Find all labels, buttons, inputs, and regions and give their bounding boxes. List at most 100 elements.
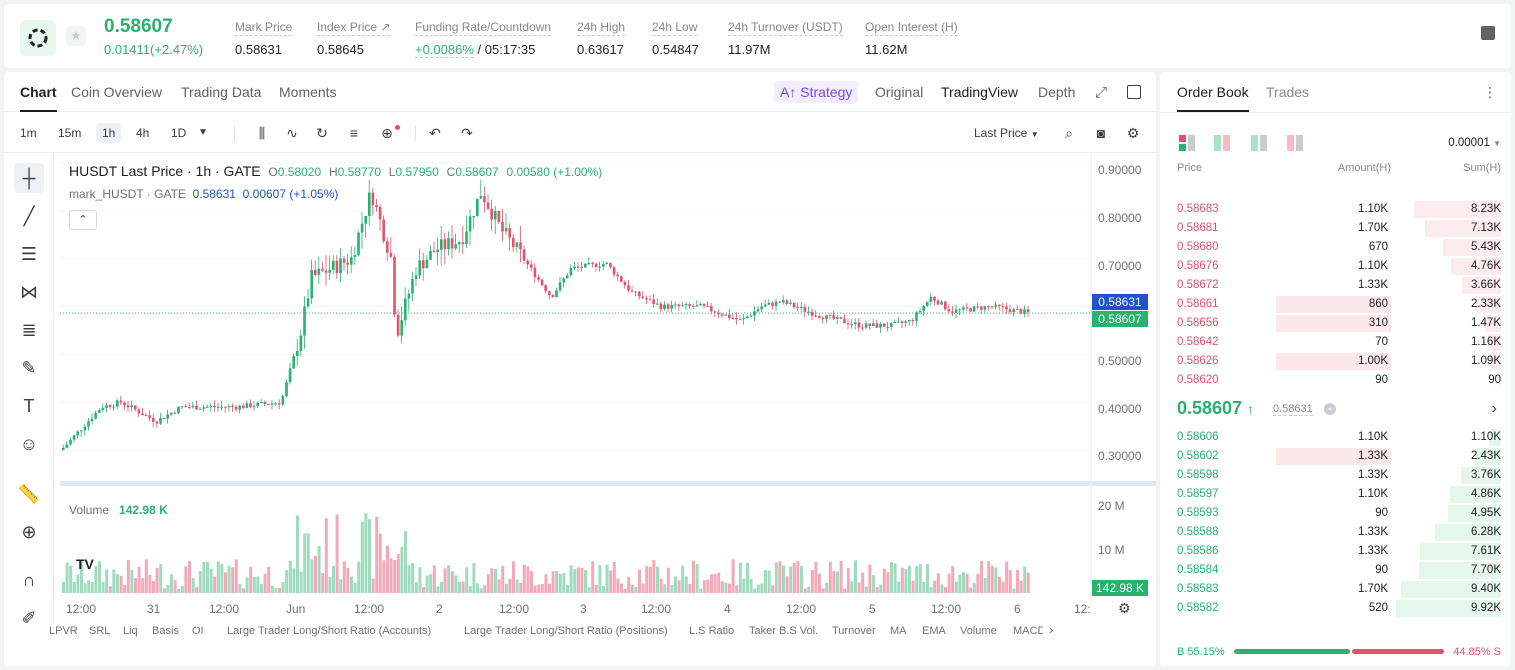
favorite-star-icon[interactable]: ★	[66, 26, 86, 46]
more-menu-icon[interactable]: ⋮	[1483, 84, 1497, 100]
strategy-button[interactable]: A↑ Strategy	[774, 81, 859, 103]
view-bids-icon[interactable]	[1251, 135, 1267, 151]
indicator-volume[interactable]: Volume	[960, 625, 997, 637]
indicator-lt-positions[interactable]: Large Trader Long/Short Ratio (Positions…	[464, 625, 668, 637]
candle-type-icon[interactable]: ⫼	[258, 125, 266, 141]
indicator-liq[interactable]: Liq	[123, 625, 138, 637]
fib-icon[interactable]: ≣	[21, 319, 37, 340]
bid-row[interactable]: 0.58593 90 4.95K	[1160, 504, 1511, 523]
volume-bar	[184, 566, 188, 593]
tab-trades[interactable]: Trades	[1266, 84, 1310, 100]
ruler-icon[interactable]: 📏	[17, 483, 41, 504]
volume-bar	[656, 566, 659, 593]
settings-gear-icon[interactable]: ⚙	[1126, 125, 1140, 141]
ask-row[interactable]: 0.58626 1.00K 1.09K	[1160, 352, 1511, 371]
add-alert-icon[interactable]: ⊕	[381, 125, 393, 141]
scroll-right-icon[interactable]: ›	[1049, 622, 1054, 637]
candlestick-chart[interactable]	[60, 153, 1156, 623]
magnet-icon[interactable]: ∩	[22, 569, 36, 590]
chevron-right-icon[interactable]: ›	[1491, 400, 1497, 417]
indicator-ls-ratio[interactable]: L.S Ratio	[689, 625, 735, 637]
ask-row[interactable]: 0.58672 1.33K 3.66K	[1160, 276, 1511, 295]
ask-row[interactable]: 0.58683 1.10K 8.23K	[1160, 200, 1511, 219]
tab-original[interactable]: Original	[875, 84, 924, 100]
view-layout-2-icon[interactable]	[1214, 135, 1230, 151]
expand-icon[interactable]: ⤢	[1095, 84, 1108, 101]
axis-settings-icon[interactable]: ⚙	[1118, 600, 1131, 616]
tab-order-book[interactable]: Order Book	[1177, 84, 1249, 112]
bid-row[interactable]: 0.58602 1.33K 2.43K	[1160, 447, 1511, 466]
crosshair-icon[interactable]: ┼	[14, 163, 44, 193]
view-asks-icon[interactable]	[1287, 135, 1303, 151]
ask-row[interactable]: 0.58642 70 1.16K	[1160, 333, 1511, 352]
templates-icon[interactable]: ≡	[349, 125, 359, 141]
candle	[101, 408, 105, 410]
timeframe-1h[interactable]: 1h	[96, 123, 122, 143]
bid-row[interactable]: 0.58582 520 9.92K	[1160, 599, 1511, 618]
indicator-oi[interactable]: OI	[192, 625, 204, 637]
replay-icon[interactable]: ↻	[316, 125, 328, 141]
trendline-icon[interactable]: ╱	[23, 205, 35, 226]
horizontal-lines-icon[interactable]: ☰	[20, 243, 38, 264]
bid-row[interactable]: 0.58588 1.33K 6.28K	[1160, 523, 1511, 542]
bid-row[interactable]: 0.58583 1.70K 9.40K	[1160, 580, 1511, 599]
tab-coin-overview[interactable]: Coin Overview	[71, 84, 163, 100]
tab-moments[interactable]: Moments	[279, 84, 337, 100]
tab-tradingview[interactable]: TradingView	[941, 84, 1019, 100]
tab-chart[interactable]: Chart	[20, 84, 57, 112]
guide-book-icon[interactable]	[1481, 26, 1495, 40]
bid-row[interactable]: 0.58598 1.33K 3.76K	[1160, 466, 1511, 485]
candle	[436, 249, 439, 253]
camera-icon[interactable]: ◙	[1096, 125, 1106, 141]
ask-row[interactable]: 0.58680 670 5.43K	[1160, 238, 1511, 257]
text-tool-icon[interactable]: T	[23, 395, 35, 416]
indicator-lpvr[interactable]: LPVR	[49, 625, 78, 637]
candle	[890, 322, 893, 327]
indicator-lt-accounts[interactable]: Large Trader Long/Short Ratio (Accounts)	[227, 625, 432, 637]
ask-row[interactable]: 0.58661 860 2.33K	[1160, 295, 1511, 314]
pane-separator[interactable]	[60, 481, 1156, 486]
price-source-select[interactable]: Last Price ▼	[974, 126, 1039, 140]
brush-icon[interactable]: ✎	[21, 357, 37, 378]
indicator-taker-vol[interactable]: Taker B.S Vol.	[749, 625, 819, 637]
edit-icon[interactable]: ✐	[21, 607, 37, 628]
timeframe-1m[interactable]: 1m	[20, 126, 37, 140]
info-icon[interactable]: +	[1324, 403, 1336, 415]
indicator-turnover[interactable]: Turnover	[832, 625, 876, 637]
window-icon[interactable]	[1127, 85, 1141, 99]
undo-icon[interactable]: ↶	[429, 125, 441, 141]
ask-row[interactable]: 0.58676 1.10K 4.76K	[1160, 257, 1511, 276]
bid-sum: 6.28K	[1470, 526, 1501, 538]
stat-index-price[interactable]: Index Price ↗ 0.58645	[317, 20, 391, 57]
bid-row[interactable]: 0.58606 1.10K 1.10K	[1160, 428, 1511, 447]
indicator-srl[interactable]: SRL	[89, 625, 111, 637]
ask-row[interactable]: 0.58656 310 1.47K	[1160, 314, 1511, 333]
pattern-icon[interactable]: ⋈	[20, 281, 38, 302]
indicator-ema[interactable]: EMA	[922, 625, 946, 637]
bid-row[interactable]: 0.58586 1.33K 7.61K	[1160, 542, 1511, 561]
redo-icon[interactable]: ↷	[461, 125, 473, 141]
indicator-ma[interactable]: MA	[890, 625, 907, 637]
candle	[105, 405, 108, 409]
view-both-icon[interactable]	[1179, 135, 1195, 151]
ask-row[interactable]: 0.58620 90 90	[1160, 371, 1511, 390]
tab-trading-data[interactable]: Trading Data	[181, 84, 262, 100]
collapse-legend-button[interactable]: ⌃	[69, 210, 97, 230]
timeframe-dropdown-icon[interactable]: ▼	[198, 127, 208, 138]
volume-bar	[652, 559, 656, 593]
tab-depth[interactable]: Depth	[1038, 84, 1076, 100]
timeframe-4h[interactable]: 4h	[136, 126, 150, 140]
emoji-icon[interactable]: ☺	[19, 433, 39, 454]
zoom-in-icon[interactable]: ⊕	[21, 521, 37, 542]
bid-row[interactable]: 0.58597 1.10K 4.86K	[1160, 485, 1511, 504]
timeframe-1d[interactable]: 1D	[171, 126, 187, 140]
indicators-icon[interactable]: ∿	[286, 125, 298, 141]
indicator-basis[interactable]: Basis	[152, 625, 179, 637]
timeframe-15m[interactable]: 15m	[58, 126, 82, 140]
ask-sum: 8.23K	[1470, 203, 1501, 215]
bid-row[interactable]: 0.58584 90 7.70K	[1160, 561, 1511, 580]
indicator-macd[interactable]: MACD	[1013, 625, 1043, 637]
search-icon[interactable]: ⌕	[1065, 125, 1073, 141]
ask-row[interactable]: 0.58681 1.70K 7.13K	[1160, 219, 1511, 238]
precision-select[interactable]: 0.00001 ▼	[1448, 137, 1501, 149]
